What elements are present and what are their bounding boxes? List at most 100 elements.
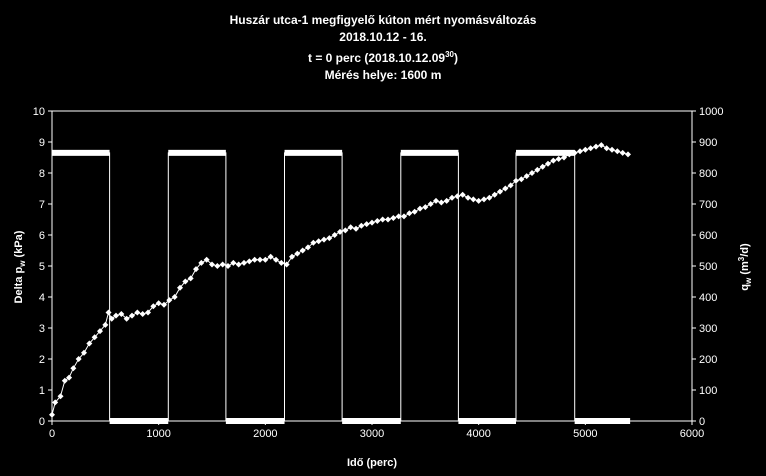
pressure-point xyxy=(262,256,269,263)
y-right-label-sub: w xyxy=(744,277,753,285)
pressure-point xyxy=(235,261,242,268)
pressure-point xyxy=(49,411,55,418)
y-right-label-pre: (m xyxy=(739,261,751,278)
pressure-point xyxy=(105,309,112,316)
flow-rate-segment xyxy=(225,418,285,424)
y-left-tick-label: 7 xyxy=(39,199,45,211)
pressure-point xyxy=(353,225,359,232)
x-tick-label: 1000 xyxy=(146,428,170,440)
pressure-point xyxy=(267,253,274,260)
plot-frame xyxy=(51,110,693,422)
y-left-tick-label: 6 xyxy=(39,230,45,242)
pressure-point xyxy=(545,160,551,167)
pressure-point xyxy=(246,258,253,265)
pressure-point xyxy=(257,256,263,263)
flow-rate-segment xyxy=(168,149,226,156)
chart-subtitle: t = 0 perc (2018.10.12.0930) xyxy=(0,46,766,67)
pressure-point xyxy=(486,194,493,201)
y-right-tick-label: 800 xyxy=(699,168,717,180)
y-left-tick-label: 3 xyxy=(39,323,45,335)
pressure-point xyxy=(214,263,221,269)
pressure-point xyxy=(433,197,439,204)
pressure-point xyxy=(150,303,157,310)
pressure-point xyxy=(278,259,285,266)
flow-rate-series xyxy=(52,149,631,424)
pressure-point xyxy=(102,321,109,328)
pressure-point xyxy=(97,328,103,335)
y-left-tick-label: 4 xyxy=(39,292,45,304)
flow-rate-line xyxy=(52,152,631,422)
pressure-point xyxy=(358,222,365,229)
pressure-point xyxy=(582,146,589,153)
pressure-point xyxy=(209,261,215,268)
pressure-point xyxy=(299,247,306,254)
pressure-point xyxy=(598,142,605,149)
pressure-point xyxy=(129,312,135,319)
pressure-point xyxy=(118,311,125,318)
pressure-point xyxy=(497,188,503,195)
pressure-point xyxy=(390,214,397,221)
chart-title-line-2: 2018.10.12 - 16. xyxy=(339,30,427,44)
pressure-point xyxy=(603,145,610,152)
pressure-point xyxy=(326,235,333,242)
pressure-point xyxy=(529,170,535,176)
pressure-point xyxy=(294,250,301,257)
pressure-point xyxy=(337,228,343,235)
pressure-point xyxy=(310,239,317,246)
pressure-point xyxy=(171,294,178,300)
y-right-tick-label: 600 xyxy=(699,230,717,242)
y-right-tick-label: 1000 xyxy=(699,106,723,118)
pressure-point xyxy=(155,300,162,307)
y-left-tick-label: 2 xyxy=(39,354,45,366)
y-left-label-sub: w xyxy=(18,260,27,268)
y-right-axis-label: qw (m3/d) xyxy=(737,243,753,291)
pressure-point xyxy=(593,143,599,150)
pressure-point xyxy=(369,219,375,226)
pressure-point xyxy=(166,297,173,304)
pressure-point xyxy=(401,213,407,220)
pressure-point xyxy=(70,365,77,372)
pressure-point xyxy=(587,145,594,152)
flow-rate-segment xyxy=(342,418,401,424)
y-left-tick-label: 8 xyxy=(39,168,45,180)
pressure-point xyxy=(561,154,567,161)
pressure-point xyxy=(61,377,68,384)
pressure-point xyxy=(534,166,541,173)
y-left-tick-label: 10 xyxy=(33,106,45,118)
pressure-point xyxy=(113,312,119,319)
pressure-point xyxy=(363,221,370,228)
x-tick-label: 2000 xyxy=(253,428,277,440)
pressure-point xyxy=(481,196,487,203)
chart-title-line-1: Huszár utca-1 megfigyelő kúton mért nyom… xyxy=(229,13,537,27)
pressure-point xyxy=(438,199,445,206)
subtitle-prefix: t = 0 perc (2018.10.12.09 xyxy=(307,51,446,65)
pressure-point xyxy=(422,204,429,211)
y-right-tick-label: 700 xyxy=(699,199,717,211)
pressure-point xyxy=(523,173,530,180)
pressure-point xyxy=(550,157,557,164)
y-right-tick-label: 100 xyxy=(699,385,717,397)
pressure-point xyxy=(251,256,258,263)
y-right-axis-ticks: 0 100 200 300 400 500 600 700 800 900 1000 xyxy=(692,106,723,428)
y-right-tick-label: 200 xyxy=(699,354,717,366)
chart-title-block: Huszár utca-1 megfigyelő kúton mért nyom… xyxy=(0,12,766,84)
pressure-point xyxy=(614,148,621,155)
flow-rate-segment xyxy=(400,149,459,156)
y-right-tick-label: 400 xyxy=(699,292,717,304)
pressure-point xyxy=(225,263,231,269)
pressure-point xyxy=(108,315,115,322)
flow-rate-segment xyxy=(458,418,516,424)
pressure-point xyxy=(619,149,626,156)
pressure-point xyxy=(465,194,471,201)
pressure-point xyxy=(566,151,573,158)
flow-rate-segment xyxy=(109,418,169,424)
pressure-point xyxy=(134,309,141,316)
x-tick-label: 3000 xyxy=(360,428,384,440)
pressure-point xyxy=(459,191,466,198)
pressure-point xyxy=(625,151,631,158)
pressure-point xyxy=(81,349,87,356)
pressure-point xyxy=(230,259,237,266)
y-right-tick-label: 300 xyxy=(699,323,717,335)
pressure-point xyxy=(161,301,167,308)
pressure-point xyxy=(289,253,295,260)
